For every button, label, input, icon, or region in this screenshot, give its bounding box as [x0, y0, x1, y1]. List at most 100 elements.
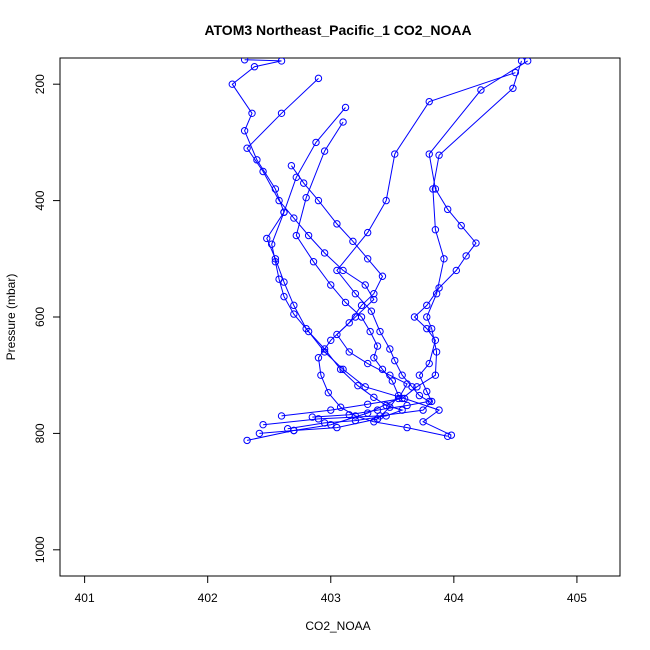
y-axis-label: Pressure (mbar): [4, 274, 18, 361]
data-point: [304, 327, 313, 336]
data-point: [320, 147, 329, 155]
data-point: [431, 336, 440, 344]
data-point: [349, 237, 357, 246]
series-line-3: [263, 60, 528, 426]
data-point: [290, 214, 298, 222]
data-point: [357, 301, 366, 310]
data-point: [386, 345, 394, 353]
data-point: [277, 109, 286, 117]
data-point: [287, 161, 296, 170]
data-point: [432, 348, 441, 356]
data-point: [408, 383, 416, 391]
data-point: [423, 301, 431, 310]
data-point: [240, 58, 249, 64]
data-point: [363, 400, 372, 409]
data-point: [302, 193, 310, 202]
data-point: [423, 324, 431, 333]
x-axis-label: CO2_NOAA: [305, 619, 370, 633]
data-point: [228, 80, 237, 88]
data-point: [413, 383, 421, 391]
x-tick-label: 403: [321, 591, 341, 605]
data-point: [382, 196, 390, 205]
data-point: [427, 324, 436, 333]
data-point: [388, 377, 397, 385]
data-point: [308, 413, 317, 421]
data-point: [324, 388, 333, 397]
data-point: [429, 185, 437, 193]
y-tick-label: 600: [33, 307, 47, 327]
data-point: [511, 68, 520, 77]
data-point: [277, 412, 286, 420]
data-point: [431, 371, 440, 379]
data-point: [314, 354, 323, 362]
data-point: [415, 391, 424, 400]
data-point: [320, 345, 329, 353]
data-point: [447, 431, 456, 439]
data-point: [341, 103, 350, 112]
data-point: [240, 127, 249, 135]
data-point: [259, 420, 267, 429]
data-point: [283, 425, 292, 433]
data-point: [345, 319, 353, 327]
y-axis: 200 400 600 800 1000: [33, 74, 61, 563]
data-point: [361, 281, 369, 289]
data-point: [267, 240, 276, 248]
data-point: [327, 406, 335, 414]
data-point: [363, 228, 372, 237]
x-tick-label: 402: [198, 591, 218, 605]
series-line-6: [259, 121, 400, 434]
data-point: [435, 151, 443, 159]
data-point: [336, 403, 345, 411]
data-point: [259, 167, 267, 176]
data-point: [333, 220, 341, 228]
data-point: [443, 432, 452, 441]
data-point: [327, 281, 335, 289]
data-point: [280, 292, 288, 301]
data-point: [243, 144, 251, 152]
series-line-7: [312, 72, 516, 418]
data-point: [339, 365, 347, 374]
series-line-1: [231, 59, 452, 436]
series-line-8: [271, 107, 404, 430]
data-point: [366, 327, 374, 336]
data-point: [431, 225, 440, 234]
data-point: [425, 359, 433, 368]
data-point: [370, 290, 378, 298]
data-point: [394, 391, 403, 400]
data-point: [517, 58, 526, 65]
data-point: [382, 401, 390, 410]
data-point: [373, 342, 382, 350]
data-point: [425, 97, 433, 106]
y-tick-label: 400: [33, 190, 47, 210]
data-point: [391, 356, 399, 365]
data-point: [370, 393, 378, 402]
data-point: [423, 313, 431, 321]
data-point: [333, 266, 341, 275]
data-point: [354, 381, 362, 390]
data-point: [363, 255, 372, 263]
data-point: [398, 406, 406, 414]
data-point: [351, 290, 360, 298]
data-point: [345, 411, 353, 419]
data-point: [320, 249, 329, 257]
data-point: [320, 419, 329, 427]
y-tick-label: 1000: [33, 536, 47, 563]
data-point: [345, 348, 353, 356]
data-point: [440, 255, 448, 263]
data-point: [410, 313, 419, 321]
data-point: [299, 179, 308, 187]
data-point: [243, 436, 251, 445]
data-point: [378, 272, 387, 280]
data-point: [457, 221, 465, 230]
data-point: [391, 150, 399, 158]
data-point: [314, 196, 323, 205]
data-point: [425, 150, 433, 158]
data-point: [452, 266, 461, 275]
series-layer: [228, 58, 532, 445]
data-point: [333, 330, 341, 339]
data-point: [376, 327, 384, 336]
data-point: [333, 423, 341, 432]
data-point: [403, 401, 411, 410]
data-point: [312, 138, 320, 147]
data-point: [292, 231, 301, 240]
